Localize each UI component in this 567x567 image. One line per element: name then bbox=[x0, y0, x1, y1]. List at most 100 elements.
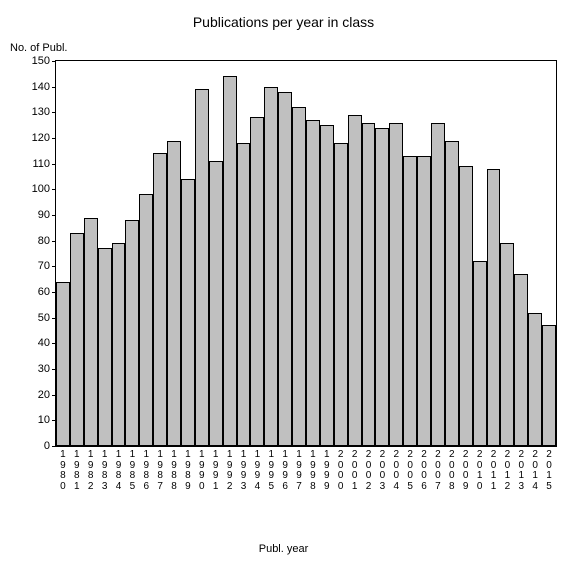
bar bbox=[112, 243, 126, 446]
bar bbox=[250, 117, 264, 446]
x-tick-label: 2006 bbox=[417, 450, 431, 492]
x-tick-label: 2004 bbox=[389, 450, 403, 492]
y-tick-mark bbox=[52, 138, 56, 139]
x-axis-title: Publ. year bbox=[0, 543, 567, 555]
bar bbox=[153, 153, 167, 446]
y-tick-label: 60 bbox=[38, 286, 50, 298]
y-tick-label: 0 bbox=[44, 440, 50, 452]
x-tick-label: 1986 bbox=[139, 450, 153, 492]
x-tick-label: 2015 bbox=[542, 450, 556, 492]
bar bbox=[209, 161, 223, 446]
x-tick-label: 2007 bbox=[431, 450, 445, 492]
bar bbox=[445, 141, 459, 446]
x-tick-label: 2001 bbox=[348, 450, 362, 492]
y-tick-label: 110 bbox=[32, 158, 50, 170]
y-tick-label: 80 bbox=[38, 235, 50, 247]
x-tick-label: 1987 bbox=[153, 450, 167, 492]
x-tick-label: 2009 bbox=[459, 450, 473, 492]
x-tick-label: 1989 bbox=[181, 450, 195, 492]
bar bbox=[320, 125, 334, 446]
bar bbox=[195, 89, 209, 446]
x-tick-label: 1999 bbox=[320, 450, 334, 492]
x-tick-label: 2000 bbox=[334, 450, 348, 492]
bar bbox=[473, 261, 487, 446]
y-tick-label: 10 bbox=[38, 414, 50, 426]
bar bbox=[375, 128, 389, 446]
bar bbox=[403, 156, 417, 446]
bar bbox=[70, 233, 84, 446]
y-tick-label: 100 bbox=[32, 183, 50, 195]
bar bbox=[56, 282, 70, 446]
y-tick-mark bbox=[52, 164, 56, 165]
x-tick-label: 1988 bbox=[167, 450, 181, 492]
x-tick-label: 1998 bbox=[306, 450, 320, 492]
y-tick-label: 140 bbox=[32, 81, 50, 93]
y-tick-label: 150 bbox=[32, 55, 50, 67]
bar bbox=[389, 123, 403, 446]
x-tick-label: 1993 bbox=[237, 450, 251, 492]
bar bbox=[84, 218, 98, 446]
bar bbox=[528, 313, 542, 446]
y-tick-mark bbox=[52, 112, 56, 113]
x-tick-label: 2005 bbox=[403, 450, 417, 492]
y-tick-label: 130 bbox=[32, 106, 50, 118]
bar bbox=[167, 141, 181, 446]
x-tick-label: 1994 bbox=[250, 450, 264, 492]
y-tick-label: 50 bbox=[38, 312, 50, 324]
y-tick-label: 70 bbox=[38, 260, 50, 272]
bar bbox=[278, 92, 292, 446]
bar bbox=[139, 194, 153, 446]
x-tick-label: 2011 bbox=[487, 450, 501, 492]
bar bbox=[417, 156, 431, 446]
bar bbox=[487, 169, 501, 446]
bar bbox=[431, 123, 445, 446]
bar bbox=[181, 179, 195, 446]
x-tick-label: 2014 bbox=[528, 450, 542, 492]
x-tick-label: 1991 bbox=[209, 450, 223, 492]
y-tick-label: 120 bbox=[32, 132, 50, 144]
y-tick-label: 90 bbox=[38, 209, 50, 221]
x-tick-label: 2013 bbox=[514, 450, 528, 492]
bar bbox=[223, 76, 237, 446]
plot-area: 0102030405060708090100110120130140150198… bbox=[55, 60, 557, 447]
x-tick-label: 1985 bbox=[125, 450, 139, 492]
bar bbox=[542, 325, 556, 446]
x-tick-label: 1984 bbox=[112, 450, 126, 492]
y-tick-label: 30 bbox=[38, 363, 50, 375]
bar bbox=[348, 115, 362, 446]
bar bbox=[514, 274, 528, 446]
bar bbox=[306, 120, 320, 446]
bar bbox=[292, 107, 306, 446]
y-tick-mark bbox=[52, 61, 56, 62]
x-tick-label: 1990 bbox=[195, 450, 209, 492]
bar bbox=[237, 143, 251, 446]
bar bbox=[125, 220, 139, 446]
x-tick-label: 1982 bbox=[84, 450, 98, 492]
x-tick-label: 1997 bbox=[292, 450, 306, 492]
x-tick-label: 1981 bbox=[70, 450, 84, 492]
y-tick-label: 20 bbox=[38, 389, 50, 401]
x-tick-label: 1983 bbox=[98, 450, 112, 492]
chart-container: Publications per year in class No. of Pu… bbox=[0, 0, 567, 567]
bar bbox=[362, 123, 376, 446]
bar bbox=[334, 143, 348, 446]
y-tick-mark bbox=[52, 241, 56, 242]
x-tick-label: 2008 bbox=[445, 450, 459, 492]
bar bbox=[98, 248, 112, 446]
y-tick-mark bbox=[52, 189, 56, 190]
bar bbox=[459, 166, 473, 446]
x-tick-label: 1995 bbox=[264, 450, 278, 492]
x-tick-label: 1992 bbox=[223, 450, 237, 492]
y-tick-mark bbox=[52, 266, 56, 267]
y-tick-mark bbox=[52, 446, 56, 447]
x-tick-label: 2010 bbox=[473, 450, 487, 492]
x-tick-label: 1996 bbox=[278, 450, 292, 492]
x-tick-label: 2003 bbox=[375, 450, 389, 492]
y-tick-label: 40 bbox=[38, 337, 50, 349]
y-tick-mark bbox=[52, 87, 56, 88]
y-tick-mark bbox=[52, 215, 56, 216]
x-tick-label: 1980 bbox=[56, 450, 70, 492]
bar bbox=[264, 87, 278, 446]
x-tick-label: 2012 bbox=[500, 450, 514, 492]
y-axis-title: No. of Publ. bbox=[10, 42, 67, 54]
